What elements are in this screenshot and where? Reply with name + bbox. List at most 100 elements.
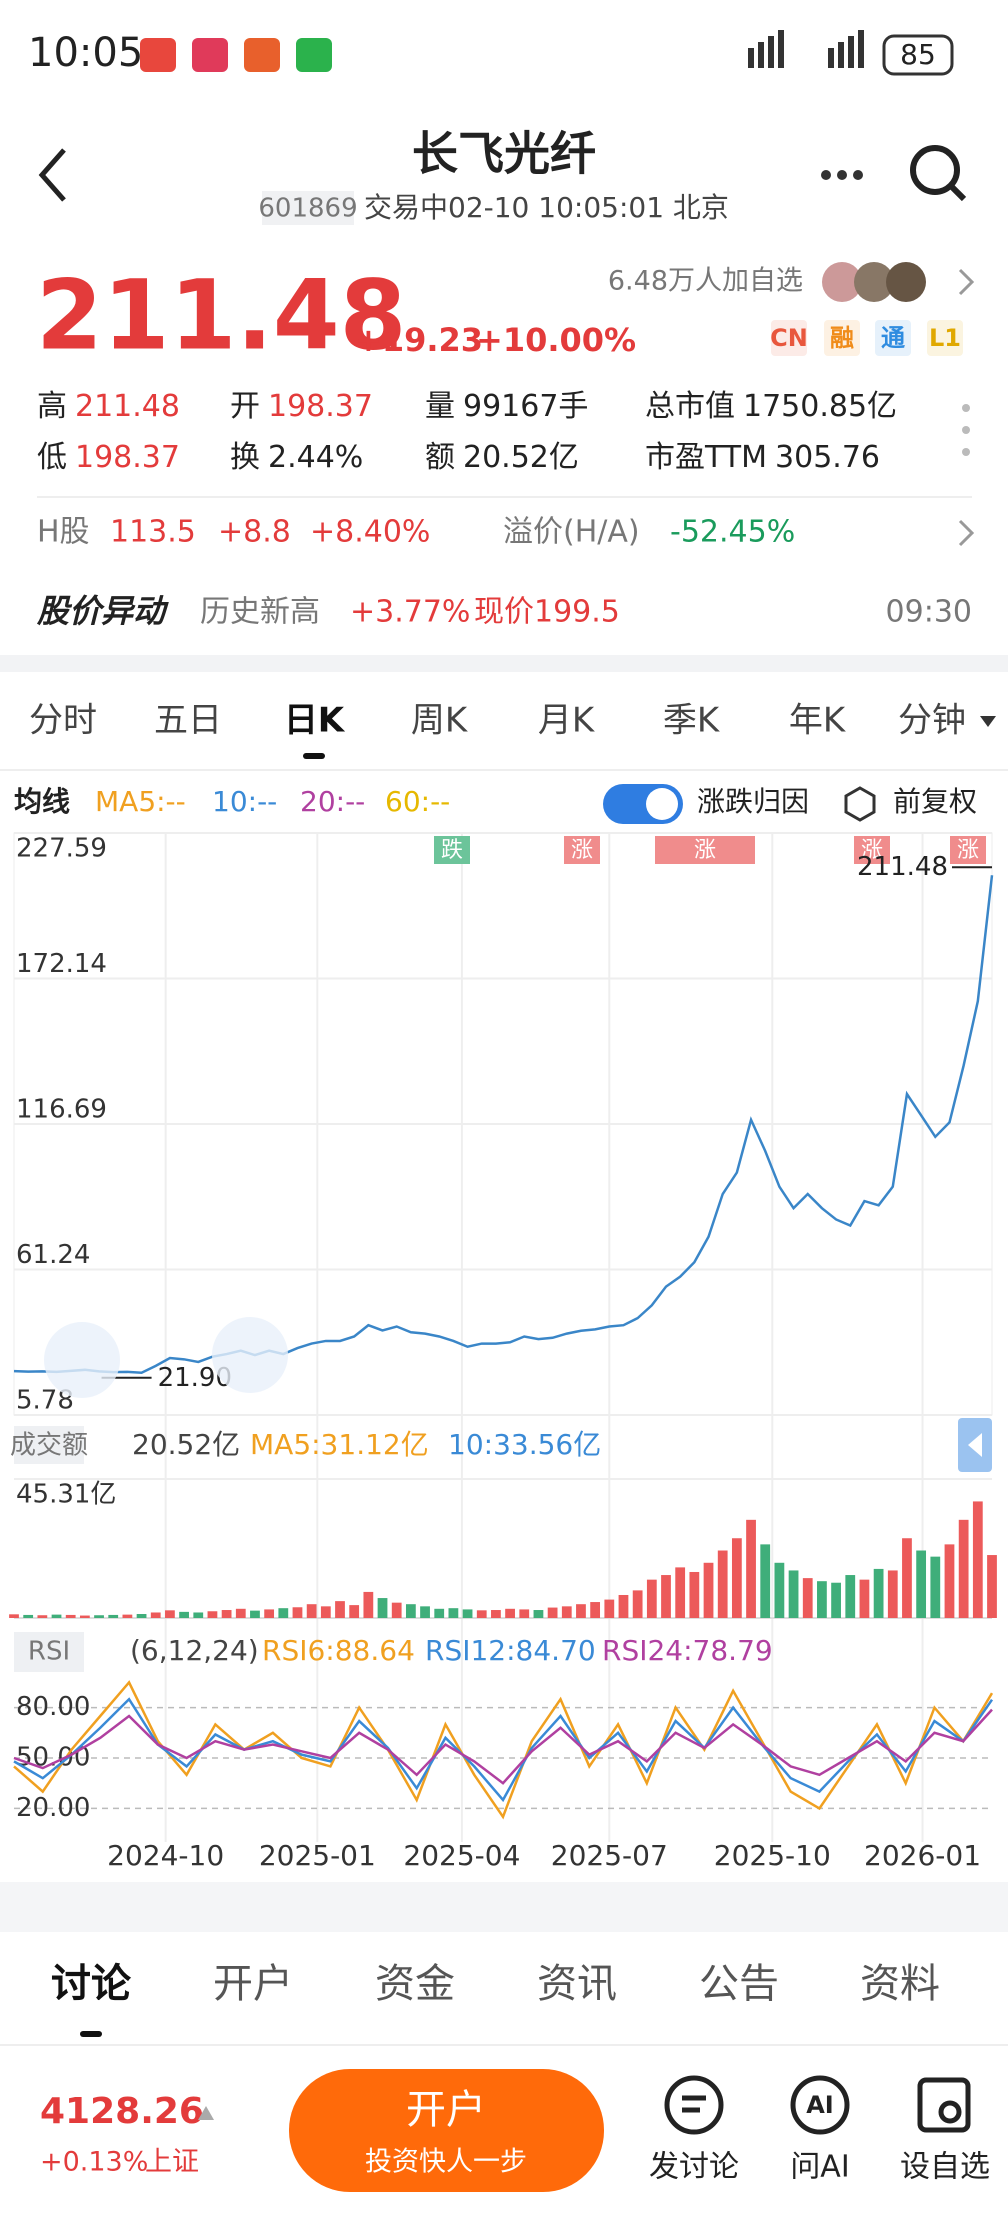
volume-bar: [349, 1605, 360, 1618]
volume-bar: [987, 1555, 997, 1618]
stat-label: 低: [37, 440, 67, 475]
y-tick-label: 61.24: [16, 1240, 90, 1270]
chevron[interactable]: [958, 268, 975, 296]
stat: 额 20.52亿: [425, 440, 579, 475]
tag: 通: [881, 324, 905, 352]
search-button[interactable]: [910, 145, 967, 202]
bottom-tab[interactable]: 开户: [213, 1961, 293, 2007]
volume-bar: [675, 1567, 686, 1618]
stat-label: 额: [425, 440, 455, 475]
stat-label: 开: [230, 389, 260, 424]
volume-bar: [264, 1609, 275, 1618]
signal-icons: [748, 30, 864, 68]
stats-more[interactable]: [962, 404, 970, 456]
ma-item: 20:--: [300, 785, 365, 818]
app-icon: [192, 38, 228, 72]
bottom-tab[interactable]: 公告: [699, 1961, 779, 2007]
period-tab[interactable]: 分钟: [898, 701, 966, 741]
signal: 涨: [861, 838, 883, 863]
bottom-tab[interactable]: 资料: [860, 1961, 940, 2007]
app-icon: [296, 38, 332, 72]
chevron[interactable]: [958, 519, 975, 547]
action-label[interactable]: 问AI: [790, 2150, 849, 2185]
x-tick-label: 2024-10: [107, 1839, 224, 1872]
volume-bar: [731, 1538, 742, 1618]
price-line: [13, 875, 994, 1374]
volume-bar: [476, 1610, 487, 1618]
period-tab[interactable]: 季K: [663, 701, 721, 741]
volume-bar: [193, 1612, 204, 1618]
stat-value: 1750.85亿: [743, 389, 897, 424]
rsi-line: [13, 1697, 994, 1803]
stock-title: 长飞光纤: [412, 127, 596, 181]
toggle-knob: [646, 788, 678, 820]
back-button[interactable]: [38, 148, 66, 202]
volume-bar: [108, 1614, 119, 1618]
period-tab[interactable]: 分时: [29, 701, 97, 741]
section-gap: [0, 1882, 1008, 1932]
vol-ma5: MA5:31.12亿: [250, 1428, 429, 1461]
volume-bar: [9, 1614, 19, 1618]
more-button[interactable]: [821, 170, 863, 180]
index-value: 4128.26: [40, 2091, 204, 2132]
button-sub: 投资快人一步: [365, 2147, 527, 2178]
open-account-button[interactable]: [289, 2069, 604, 2192]
volume-bar: [136, 1614, 147, 1618]
bottom-tab[interactable]: 资金: [375, 1961, 455, 2007]
volume-bar: [533, 1610, 544, 1618]
volume-bar: [405, 1604, 416, 1618]
period-tab[interactable]: 周K: [411, 701, 469, 741]
ai-icon-text: AI: [806, 2091, 834, 2119]
volume-bar: [235, 1608, 246, 1618]
volume-bar: [150, 1612, 161, 1618]
volume-bar: [887, 1570, 898, 1618]
period-tab[interactable]: 月K: [538, 701, 596, 741]
ma-item: 10:--: [212, 785, 277, 818]
rsi-params: (6,12,24): [130, 1634, 259, 1667]
float-button[interactable]: [212, 1317, 288, 1393]
price: 211.48: [36, 259, 406, 371]
volume-bar: [788, 1570, 799, 1618]
period-tab[interactable]: 日K: [284, 701, 346, 741]
h-change: +8.8: [218, 515, 291, 550]
period-tab[interactable]: 五日: [154, 701, 222, 741]
y-tick-label: 80.00: [16, 1692, 90, 1722]
volume-bar: [79, 1615, 90, 1618]
volume-bar: [717, 1550, 728, 1618]
side-tab-arrow: [968, 1433, 982, 1457]
vol-label: 成交额: [10, 1431, 88, 1461]
volume-bar: [434, 1608, 445, 1618]
signal: 跌: [441, 838, 463, 863]
bottom-tab[interactable]: 讨论: [51, 1961, 132, 2007]
index-change: +0.13%: [40, 2147, 148, 2178]
x-tick-label: 2026-01: [864, 1839, 981, 1872]
bottom-tab[interactable]: 资讯: [537, 1961, 617, 2007]
volume-bar: [221, 1610, 232, 1618]
volume-bar: [845, 1575, 856, 1618]
volume-bar: [831, 1582, 841, 1618]
vol-label-bg: [14, 1426, 84, 1464]
volume-bar: [972, 1501, 983, 1618]
tag-bg: [771, 320, 807, 356]
adjust-icon[interactable]: [844, 786, 876, 822]
avatars: [822, 262, 926, 302]
float-button[interactable]: [44, 1322, 120, 1398]
volume-bar: [902, 1538, 912, 1618]
rsi-label: RSI: [28, 1637, 70, 1667]
price-change: +19.23: [355, 321, 483, 359]
volume-bar: [51, 1614, 62, 1618]
rsi-line: [13, 1708, 993, 1785]
x-tick-label: 2025-01: [259, 1839, 376, 1872]
volume-bar: [391, 1602, 402, 1618]
action-label[interactable]: 发讨论: [649, 2150, 739, 2185]
y-tick-label: 116.69: [16, 1094, 107, 1124]
stat: 低 198.37: [37, 440, 180, 475]
period-tab[interactable]: 年K: [789, 701, 847, 741]
x-tick-label: 2025-04: [403, 1839, 520, 1872]
action-label[interactable]: 设自选: [900, 2150, 990, 2185]
stock-code: 601869: [258, 194, 357, 224]
stat: 量 99167手: [425, 389, 588, 424]
x-tick-label: 2025-10: [714, 1839, 831, 1872]
